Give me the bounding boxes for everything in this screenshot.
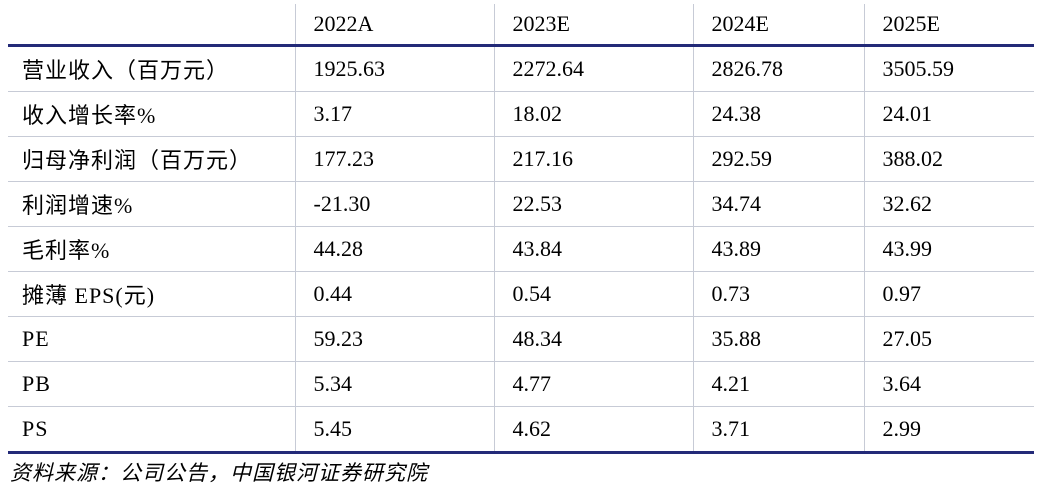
row-label: 利润增速% [8, 181, 296, 227]
table-cell: 217.16 [494, 136, 694, 182]
header-row: 2022A 2023E 2024E 2025E [8, 4, 1034, 47]
header-cell-2023e: 2023E [494, 4, 694, 47]
table-cell: 43.89 [693, 226, 865, 272]
header-cell-2024e: 2024E [693, 4, 865, 47]
table-cell: 24.01 [864, 91, 1034, 137]
table-cell: 3505.59 [864, 45, 1034, 92]
row-label: 营业收入（百万元） [8, 45, 296, 92]
table-cell: 43.99 [864, 226, 1034, 272]
table-row: 毛利率% 44.28 43.84 43.89 43.99 [8, 226, 1034, 272]
table-cell: 1925.63 [295, 45, 495, 92]
table-row: 归母净利润（百万元） 177.23 217.16 292.59 388.02 [8, 136, 1034, 182]
table-header: 2022A 2023E 2024E 2025E [8, 4, 1034, 47]
table-cell: 0.73 [693, 271, 865, 317]
row-label: PS [8, 406, 296, 454]
header-cell-metric [8, 4, 296, 47]
table-cell: 27.05 [864, 316, 1034, 362]
table-cell: 24.38 [693, 91, 865, 137]
table-row: 利润增速% -21.30 22.53 34.74 32.62 [8, 181, 1034, 227]
table-cell: 2826.78 [693, 45, 865, 92]
row-label: 摊薄 EPS(元) [8, 271, 296, 317]
table-cell: -21.30 [295, 181, 495, 227]
table-cell: 4.21 [693, 361, 865, 407]
table-cell: 5.45 [295, 406, 495, 454]
header-cell-2022a: 2022A [295, 4, 495, 47]
financial-forecast-table: 2022A 2023E 2024E 2025E 营业收入（百万元） 1925.6… [8, 4, 1034, 454]
table-cell: 59.23 [295, 316, 495, 362]
table-cell: 0.44 [295, 271, 495, 317]
source-note: 资料来源：公司公告，中国银河证券研究院 [10, 461, 428, 485]
table-cell: 43.84 [494, 226, 694, 272]
table-cell: 388.02 [864, 136, 1034, 182]
table-body: 营业收入（百万元） 1925.63 2272.64 2826.78 3505.5… [8, 45, 1034, 454]
table-cell: 34.74 [693, 181, 865, 227]
table-cell: 4.77 [494, 361, 694, 407]
table-cell: 2272.64 [494, 45, 694, 92]
table-cell: 35.88 [693, 316, 865, 362]
table-row: PS 5.45 4.62 3.71 2.99 [8, 406, 1034, 454]
row-label: PB [8, 361, 296, 407]
table-row: 收入增长率% 3.17 18.02 24.38 24.01 [8, 91, 1034, 137]
table-row: 营业收入（百万元） 1925.63 2272.64 2826.78 3505.5… [8, 45, 1034, 92]
table-cell: 32.62 [864, 181, 1034, 227]
table-cell: 22.53 [494, 181, 694, 227]
table-cell: 292.59 [693, 136, 865, 182]
table-cell: 48.34 [494, 316, 694, 362]
table-cell: 4.62 [494, 406, 694, 454]
table-cell: 3.17 [295, 91, 495, 137]
table-cell: 5.34 [295, 361, 495, 407]
table-row: PE 59.23 48.34 35.88 27.05 [8, 316, 1034, 362]
table-cell: 0.97 [864, 271, 1034, 317]
row-label: 归母净利润（百万元） [8, 136, 296, 182]
table-cell: 0.54 [494, 271, 694, 317]
row-label: 毛利率% [8, 226, 296, 272]
table-cell: 3.71 [693, 406, 865, 454]
header-cell-2025e: 2025E [864, 4, 1034, 47]
row-label: 收入增长率% [8, 91, 296, 137]
table-row: PB 5.34 4.77 4.21 3.64 [8, 361, 1034, 407]
table-cell: 44.28 [295, 226, 495, 272]
table-cell: 2.99 [864, 406, 1034, 454]
table-row: 摊薄 EPS(元) 0.44 0.54 0.73 0.97 [8, 271, 1034, 317]
table-cell: 3.64 [864, 361, 1034, 407]
row-label: PE [8, 316, 296, 362]
table-cell: 18.02 [494, 91, 694, 137]
table-cell: 177.23 [295, 136, 495, 182]
